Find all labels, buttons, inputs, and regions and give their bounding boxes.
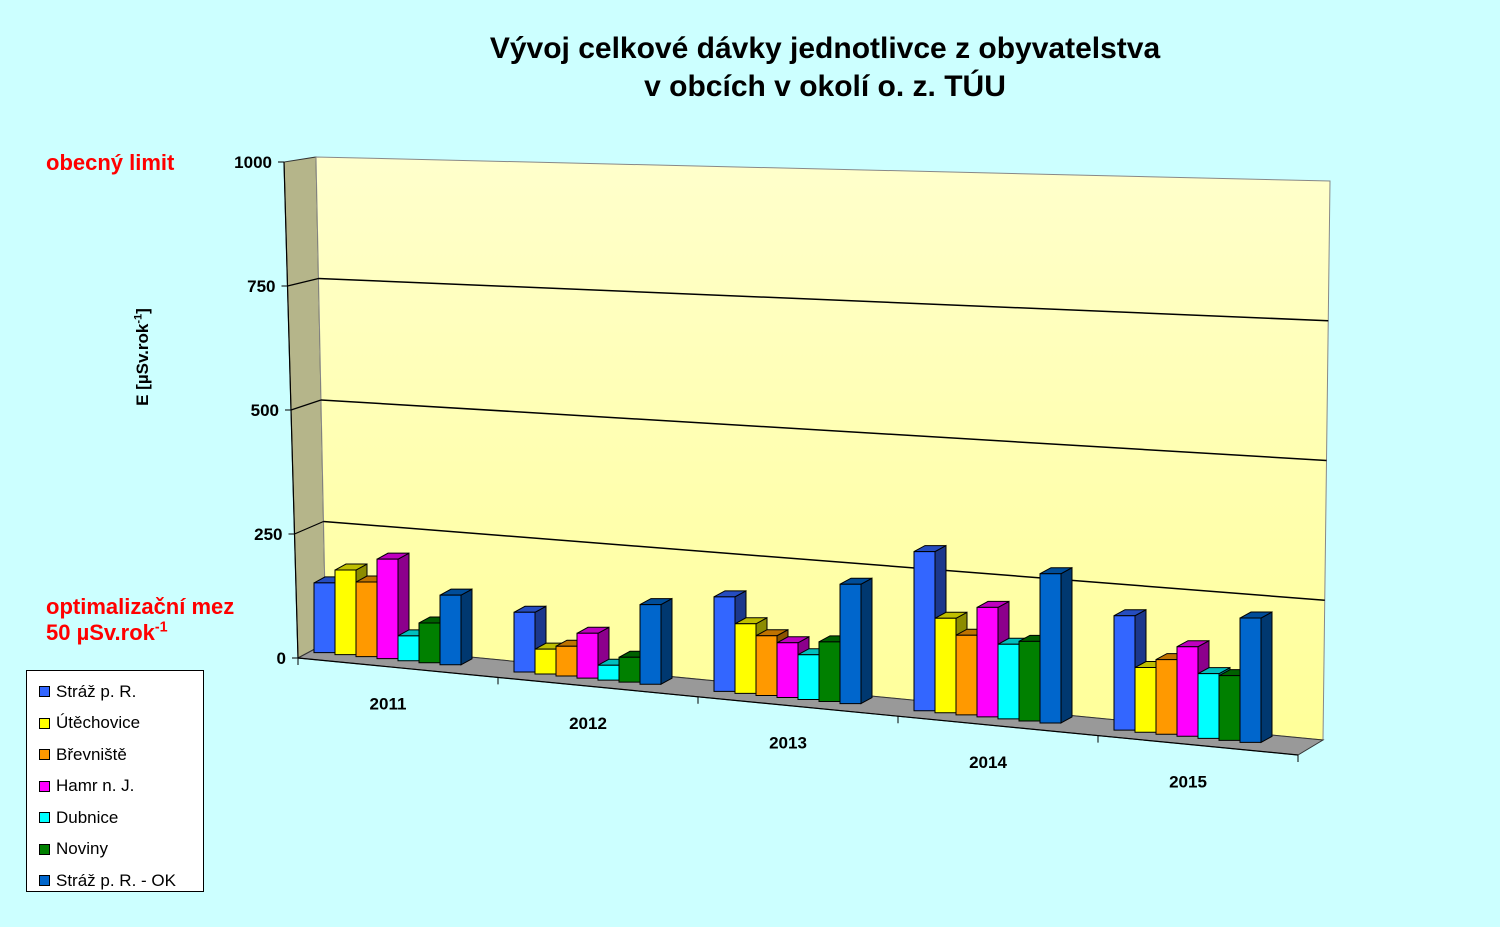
legend-label: Noviny [56, 839, 108, 859]
bar [934, 617, 957, 714]
legend-swatch [39, 686, 50, 698]
bar [1113, 615, 1136, 731]
legend-label: Útěchovice [56, 713, 141, 733]
legend-item: Dubnice [27, 802, 203, 834]
legend-item: Útěchovice [27, 708, 203, 740]
gridline-side [287, 277, 319, 287]
bar [1197, 673, 1220, 739]
y-tick-label: 250 [254, 525, 282, 544]
bar [355, 581, 378, 658]
y-axis-label-text: E [µSv.rok [133, 323, 152, 406]
bar-side [660, 597, 673, 686]
bar [713, 596, 736, 692]
bar [618, 656, 641, 683]
chart-title-line-2: v obcích v okolí o. z. TÚU [644, 70, 1006, 103]
x-axis-line [297, 657, 1299, 756]
bar [1018, 640, 1041, 722]
legend-swatch [39, 780, 50, 792]
legend-item: Stráž p. R. - OK [27, 865, 203, 897]
y-axis-line [283, 161, 299, 659]
bar-side [460, 588, 473, 666]
bar [1134, 667, 1157, 733]
bar [1239, 617, 1262, 743]
gridline [323, 520, 1325, 601]
limit-annotation: obecný limit [46, 150, 175, 175]
bar [576, 632, 599, 679]
y-axis-label-sup: -1 [132, 313, 145, 324]
legend-label: Břevniště [56, 744, 127, 764]
bar-side [1060, 566, 1073, 724]
bar [555, 645, 578, 677]
optimization-annotation-sup: -1 [154, 619, 168, 636]
optimization-annotation: optimalizační mez 50 µSv.rok-1 [46, 594, 234, 646]
bar [776, 642, 799, 698]
bar [376, 558, 399, 660]
y-tick-label: 1000 [234, 153, 272, 172]
legend-label: Hamr n. J. [56, 776, 135, 796]
optimization-annotation-value: 50 µSv.rok [46, 620, 155, 645]
bar [976, 606, 999, 718]
bar-side [1260, 611, 1273, 744]
y-axis-label: E [µSv.rok-1] [132, 252, 157, 462]
bar [955, 634, 978, 716]
legend-swatch [39, 875, 50, 887]
legend-item: Noviny [27, 834, 203, 866]
bar [913, 551, 936, 712]
legend-swatch [39, 812, 50, 824]
legend-swatch [39, 717, 50, 729]
legend-swatch [39, 749, 50, 761]
x-tick-label: 2012 [569, 714, 607, 733]
bar [1039, 573, 1062, 724]
bar-side [860, 577, 873, 705]
bar [997, 643, 1020, 720]
y-tick-label: 0 [277, 649, 286, 668]
y-tick-label: 500 [251, 401, 279, 420]
legend-swatch [39, 843, 50, 855]
bar [597, 664, 620, 681]
legend-label: Stráž p. R. [56, 681, 137, 701]
optimization-annotation-line-2: 50 µSv.rok-1 [46, 620, 234, 646]
legend: Stráž p. R. Útěchovice Břevniště Hamr n.… [26, 670, 204, 892]
legend-item: Hamr n. J. [27, 771, 203, 803]
x-tick-label: 2011 [370, 695, 407, 714]
legend-label: Dubnice [56, 807, 119, 827]
gridline [320, 399, 1327, 462]
bar [1155, 659, 1178, 735]
legend-label: Stráž p. R. - OK [56, 870, 176, 890]
bar [755, 635, 778, 696]
legend-item: Břevniště [27, 739, 203, 771]
gridline-side [294, 520, 324, 535]
bar [513, 611, 536, 673]
bar [1218, 675, 1241, 741]
optimization-annotation-line-1: optimalizační mez [46, 594, 235, 619]
bar [439, 594, 462, 666]
bar [1176, 646, 1199, 737]
bar [534, 648, 557, 675]
bar [418, 622, 441, 664]
gridline [318, 277, 1329, 322]
y-tick-label: 750 [247, 277, 275, 296]
bar [334, 569, 357, 656]
x-tick-label: 2014 [969, 753, 1007, 772]
chart-title-line-1: Vývoj celkové dávky jednotlivce z obyvat… [489, 32, 1161, 65]
bar [797, 654, 820, 701]
bar [397, 635, 420, 662]
chart-title: Vývoj celkové dávky jednotlivce z obyvat… [300, 30, 1350, 106]
bar [313, 582, 336, 654]
bar [818, 641, 841, 703]
x-tick-label: 2015 [1169, 772, 1207, 791]
legend-item: Stráž p. R. [27, 676, 203, 708]
bar [639, 604, 662, 685]
y-axis-label-end: ] [133, 308, 152, 314]
bar [839, 583, 862, 705]
x-tick-label: 2013 [769, 734, 807, 753]
bar [734, 623, 757, 694]
gridline-side [290, 399, 322, 411]
